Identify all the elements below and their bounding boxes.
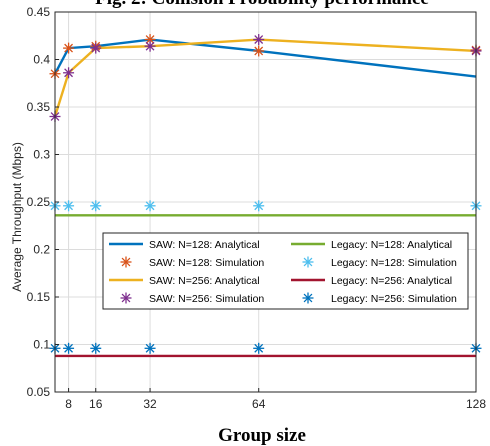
legend-marker-swatch <box>120 256 132 268</box>
data-point-marker <box>253 45 265 57</box>
x-tick-label: 8 <box>65 397 72 411</box>
y-tick-label: 0.15 <box>27 290 51 304</box>
chart-title: Fig. 2: Collision Probability performanc… <box>95 0 429 9</box>
x-axis-label: Group size <box>218 425 306 446</box>
series-line <box>53 38 477 117</box>
data-point-marker <box>253 200 265 212</box>
data-point-marker <box>90 200 102 212</box>
x-tick-label: 128 <box>466 397 486 411</box>
data-point-marker <box>144 40 156 52</box>
data-point-marker <box>144 200 156 212</box>
x-tick-label: 32 <box>143 397 157 411</box>
x-tick-label: 64 <box>252 397 266 411</box>
legend-entry-label: Legacy: N=256: Simulation <box>331 293 457 305</box>
y-axis-label: Average Throughput (Mbps) <box>10 142 24 292</box>
data-point-marker <box>90 42 102 54</box>
y-tick-label: 0.2 <box>33 243 50 257</box>
y-tick-label: 0.4 <box>33 53 50 67</box>
legend-marker-swatch <box>120 292 132 304</box>
series-lines <box>53 38 477 358</box>
legend-marker-swatch <box>302 292 314 304</box>
legend-entry-label: Legacy: N=128: Analytical <box>331 239 452 251</box>
data-point-marker <box>63 342 75 354</box>
x-tick-label: 16 <box>89 397 103 411</box>
y-tick-label: 0.05 <box>27 385 51 399</box>
legend-entry-label: SAW: N=128: Simulation <box>149 257 264 269</box>
y-tick-label: 0.35 <box>27 100 51 114</box>
y-tick-label: 0.1 <box>33 338 50 352</box>
data-point-marker <box>253 342 265 354</box>
legend-entry-label: SAW: N=256: Analytical <box>149 275 260 287</box>
y-tick-label: 0.3 <box>33 148 50 162</box>
series-line <box>53 38 477 78</box>
data-point-marker <box>253 34 265 46</box>
legend-entry-label: SAW: N=128: Analytical <box>149 239 260 251</box>
x-axis: 8 16 32 64 128 <box>65 388 486 411</box>
y-axis: 0.05 0.1 0.15 0.2 0.25 0.3 0.35 0.4 0.45 <box>27 5 59 399</box>
legend-box <box>102 232 469 310</box>
legend-entry-label: Legacy: N=256: Analytical <box>331 275 452 287</box>
legend-marker-swatch <box>302 256 314 268</box>
data-point-marker <box>63 200 75 212</box>
legend-entry-label: Legacy: N=128: Simulation <box>331 257 457 269</box>
y-tick-label: 0.45 <box>27 5 51 19</box>
data-point-marker <box>63 42 75 54</box>
legend-entry-label: SAW: N=256: Simulation <box>149 293 264 305</box>
legend: SAW: N=128: Analytical Legacy: N=128: Ana… <box>102 232 469 310</box>
y-tick-label: 0.25 <box>27 195 51 209</box>
data-point-marker <box>144 342 156 354</box>
data-point-marker <box>90 342 102 354</box>
data-point-marker <box>63 67 75 79</box>
